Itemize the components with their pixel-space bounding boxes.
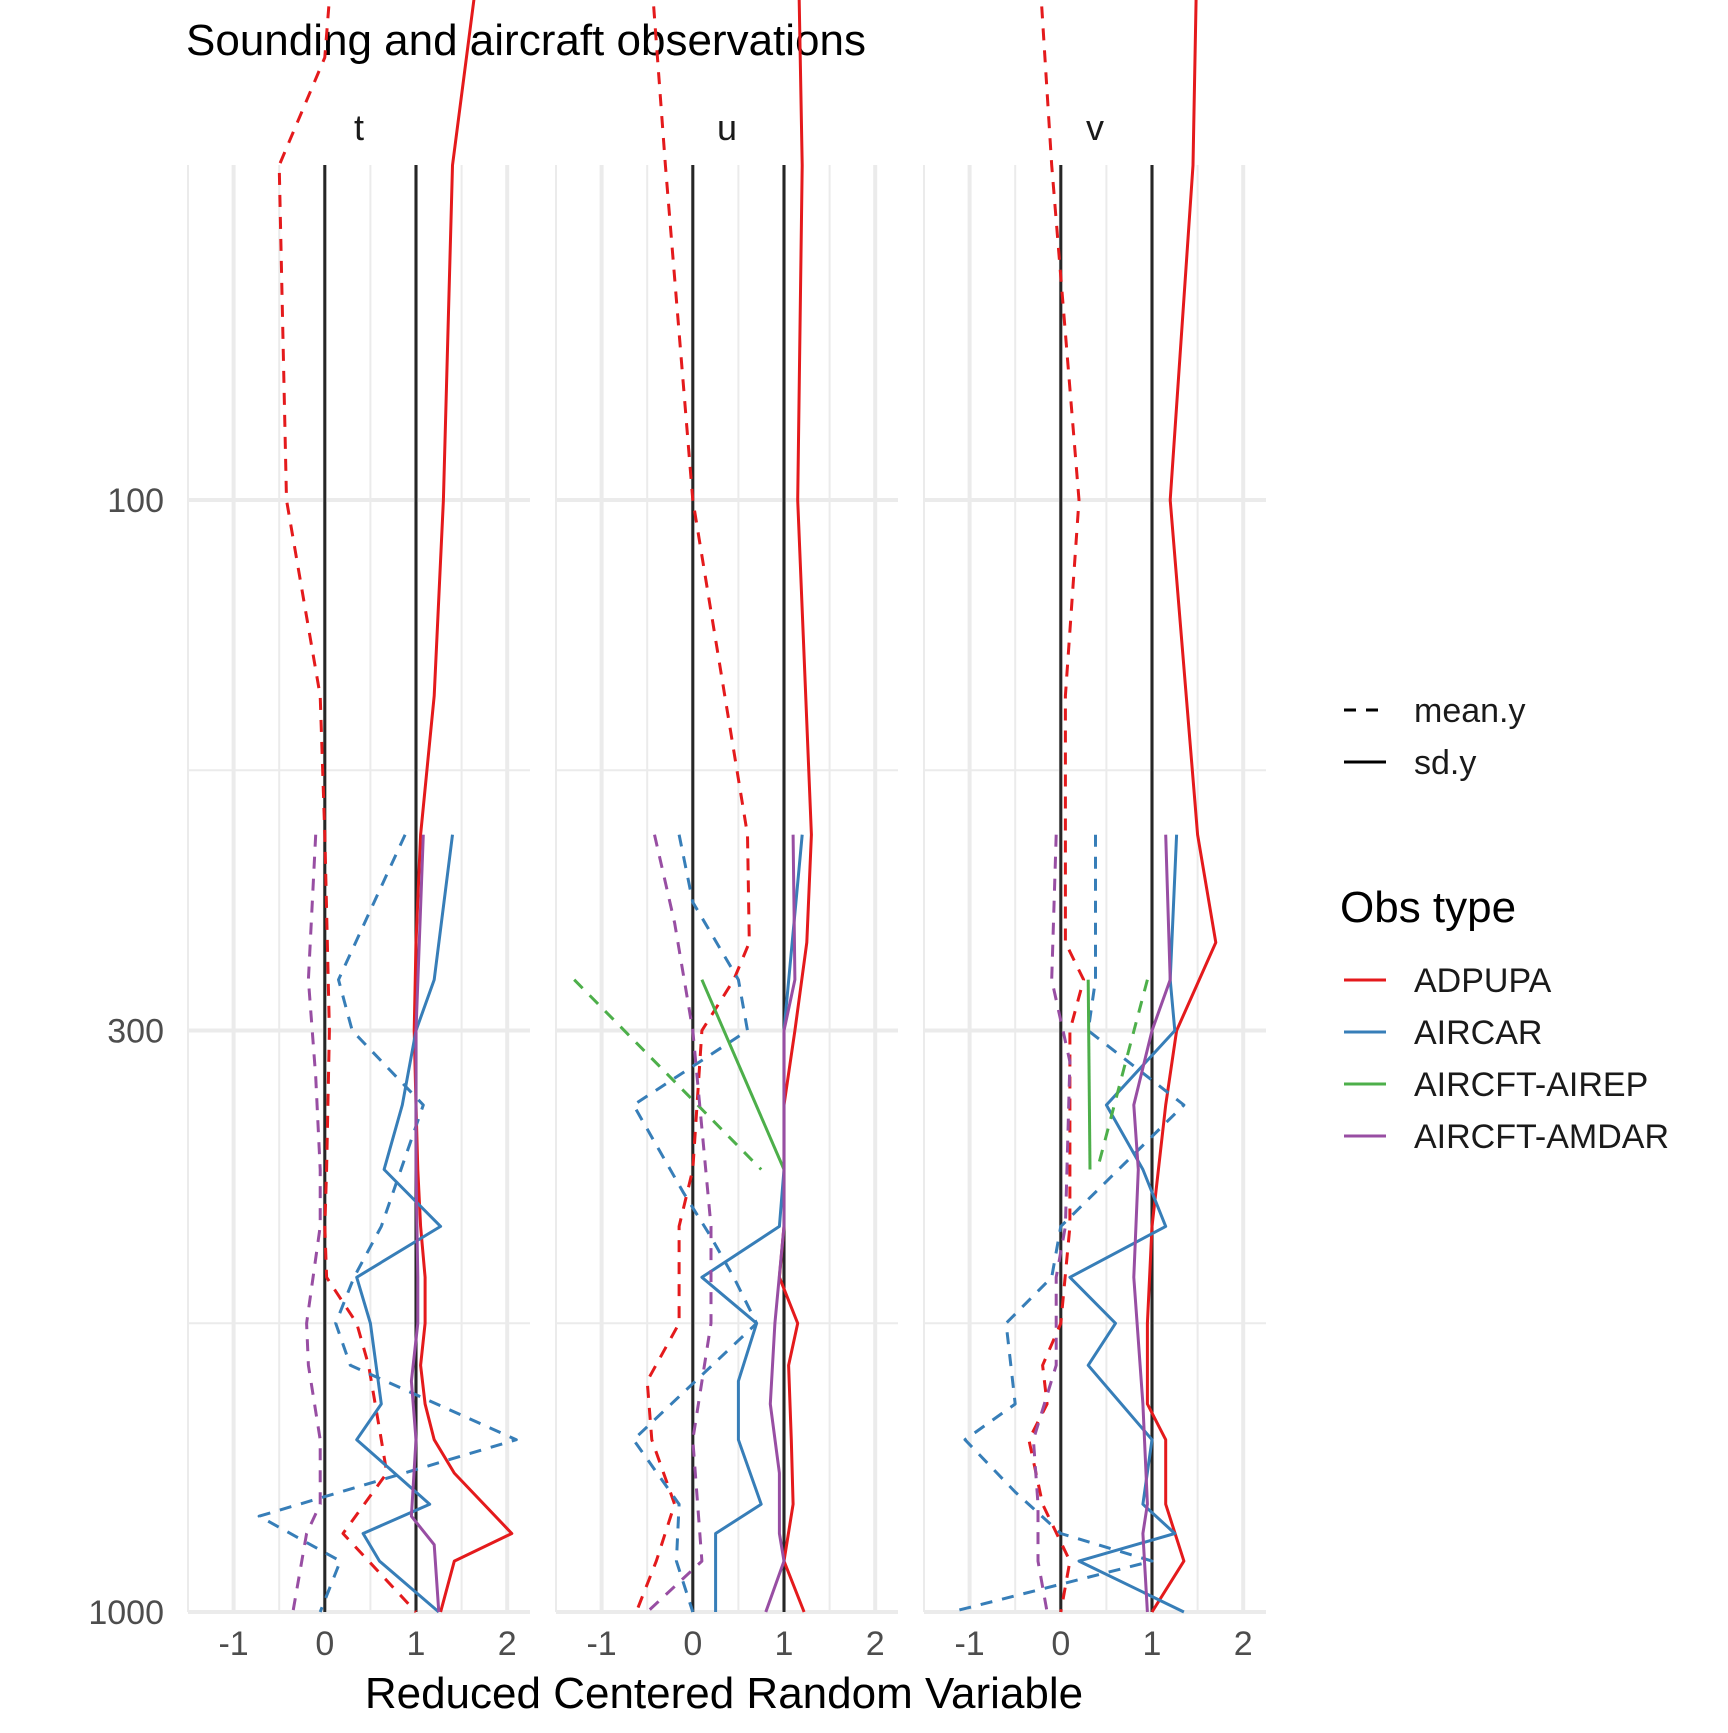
legend-label: mean.y [1414,692,1526,730]
panel-v: v -1 0 1 2 [923,0,1266,1663]
x-tick-label: -1 [954,1625,984,1663]
y-tick-label: 1000 [88,1594,164,1632]
color-legend: Obs type ADPUPA AIRCAR AIRCFT-AIREP AIRCFT-A… [1340,883,1669,1156]
series-line-aircft-amdar-mean-y [646,834,713,1614]
legend: mean.y sd.y Obs type ADPUPA AIRCAR AIRCFT-AIR… [1340,692,1669,1156]
y-tick-label: 300 [107,1013,164,1051]
panel-strip-label: u [717,107,737,148]
panel-series [951,0,1218,1614]
series-line-aircft-airep-sd-y [1086,979,1092,1170]
x-tick-label: 0 [683,1625,702,1663]
x-tick-label: 0 [315,1625,334,1663]
series-line-aircar-mean-y [632,834,759,1613]
x-tick-label: 1 [407,1625,426,1663]
series-line-aircar-mean-y [257,834,518,1613]
series-line-adpupa-mean-y [277,0,418,1614]
linetype-legend: mean.y sd.y [1344,692,1526,782]
legend-label: AIRCAR [1414,1014,1542,1052]
series-line-aircar-sd-y [1068,834,1185,1614]
legend-label: ADPUPA [1414,962,1552,1000]
legend-label: AIRCFT-AIREP [1414,1066,1648,1104]
legend-title: Obs type [1340,883,1516,932]
series-line-adpupa-sd-y [412,0,514,1613]
panel-grid [187,165,530,1614]
panel-series [257,0,518,1614]
series-line-aircft-amdar-sd-y [409,834,441,1613]
panel-strip-label: t [354,107,364,148]
legend-label: AIRCFT-AMDAR [1414,1118,1669,1156]
x-tick-label: 2 [866,1625,885,1663]
legend-label: sd.y [1414,744,1476,782]
series-line-aircft-airep-mean-y [1095,979,1149,1170]
series-line-aircft-amdar-sd-y [764,834,797,1613]
x-tick-label: 1 [775,1625,794,1663]
series-line-aircar-sd-y [700,834,804,1612]
x-tick-label: 1 [1143,1625,1162,1663]
x-tick-label: -1 [586,1625,616,1663]
panels-layer: t -1 0 1 2 u -1 0 1 2 v -1 0 1 2 [187,0,1266,1663]
x-axis-title: Reduced Centered Random Variable [365,1669,1083,1718]
series-line-aircar-mean-y [951,834,1186,1614]
y-tick-label: 100 [107,482,164,520]
x-tick-label: -1 [218,1625,248,1663]
series-line-adpupa-mean-y [1027,0,1086,1613]
x-tick-label: 2 [1234,1625,1253,1663]
panel-series [573,0,813,1614]
panel-t: t -1 0 1 2 [187,0,530,1663]
x-tick-label: 2 [498,1625,517,1663]
y-axis: 100 300 1000 [88,482,164,1632]
series-line-aircft-airep-sd-y [700,979,786,1171]
x-tick-label: 0 [1051,1625,1070,1663]
panel-u: u -1 0 1 2 [555,0,898,1663]
panel-grid [555,165,898,1614]
series-line-aircft-amdar-mean-y [1031,834,1072,1613]
series-line-aircft-airep-mean-y [573,978,763,1171]
series-line-adpupa-sd-y [1145,0,1218,1613]
series-line-aircar-sd-y [355,834,454,1614]
panel-strip-label: v [1086,107,1104,148]
chart-title: Sounding and aircraft observations [186,16,866,65]
series-line-aircft-amdar-mean-y [291,834,322,1613]
series-line-adpupa-mean-y [634,0,751,1613]
series-line-aircft-amdar-sd-y [1132,834,1172,1613]
